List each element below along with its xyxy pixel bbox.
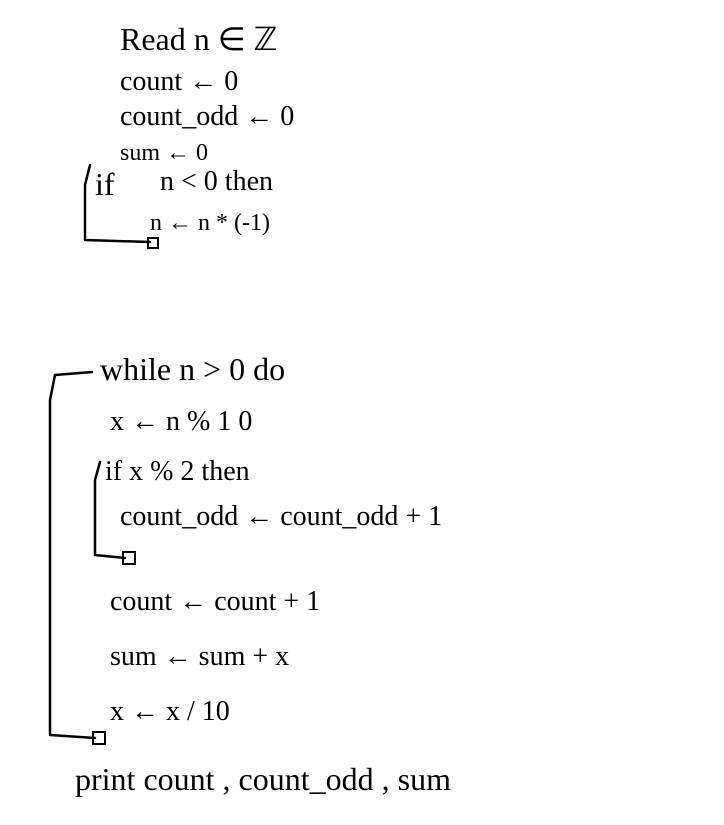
line-if2-body: count_odd ← count_odd + 1	[120, 501, 442, 532]
line-x-mod: x ← n % 1 0	[110, 406, 252, 437]
line-if1-cond: n < 0 then	[160, 166, 273, 197]
line-while: while n > 0 do	[100, 351, 285, 387]
line-count-init: count ← 0	[120, 66, 238, 97]
line-print: print count , count_odd , sum	[75, 761, 451, 797]
line-x-div: x ← x / 10	[110, 696, 230, 727]
line-sum-init: sum ← 0	[120, 140, 208, 166]
line-if1-body: n ← n * (-1)	[150, 210, 270, 236]
line-sum-inc: sum ← sum + x	[110, 641, 289, 672]
line-countodd-init: count_odd ← 0	[120, 101, 294, 132]
line-if2: if x % 2 then	[105, 456, 250, 487]
line-count-inc: count ← count + 1	[110, 586, 320, 617]
line-if1-kw: if	[95, 166, 115, 202]
line-read: Read n ∈ ℤ	[120, 21, 277, 57]
bracket-while	[50, 372, 95, 738]
